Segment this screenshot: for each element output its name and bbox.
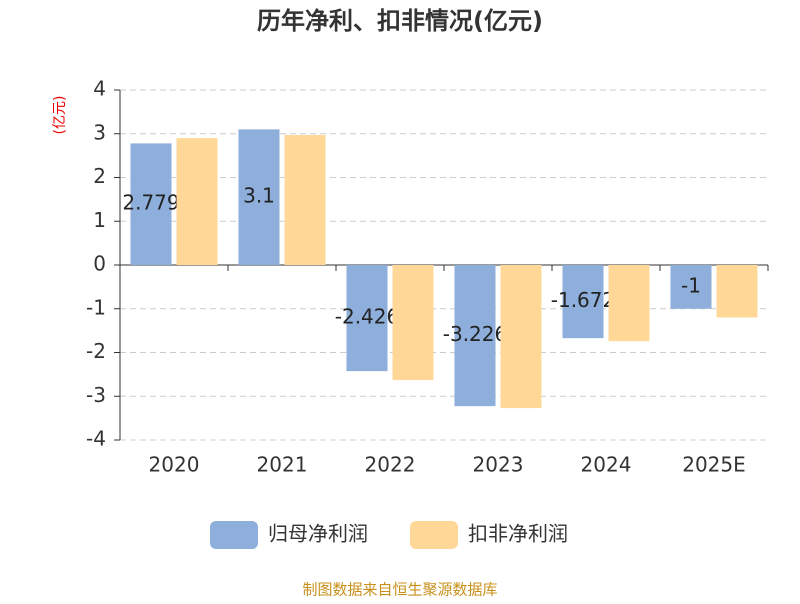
- y-tick-label: 3: [93, 120, 106, 144]
- bar: [500, 265, 542, 409]
- bar: [454, 265, 496, 407]
- bar: [392, 265, 434, 381]
- y-tick-label: -4: [86, 427, 106, 451]
- legend-swatch: [210, 521, 258, 549]
- legend-label: 归母净利润: [268, 522, 368, 546]
- y-tick-label: 4: [93, 77, 106, 101]
- y-tick-label: 1: [93, 208, 106, 232]
- bar: [130, 143, 172, 265]
- data-label: -1.672: [551, 288, 615, 312]
- data-label: 2.779: [122, 191, 179, 215]
- chart-title: 历年净利、扣非情况(亿元): [257, 7, 543, 35]
- bar: [716, 265, 758, 318]
- data-label: -1: [681, 273, 701, 297]
- bar: [176, 138, 218, 265]
- x-tick-label: 2024: [581, 453, 632, 477]
- y-tick-label: 2: [93, 164, 106, 188]
- y-tick-label: -1: [86, 295, 106, 319]
- source-note: 制图数据来自恒生聚源数据库: [302, 581, 497, 599]
- x-tick-label: 2023: [473, 453, 524, 477]
- bar: [346, 265, 388, 372]
- y-tick-label: -2: [86, 339, 106, 363]
- x-tick-label: 2020: [149, 453, 200, 477]
- y-tick-label: 0: [93, 252, 106, 276]
- x-tick-label: 2025E: [682, 453, 746, 477]
- legend-label: 扣非净利润: [468, 522, 568, 546]
- data-label: -2.426: [335, 305, 399, 329]
- y-tick-label: -3: [86, 383, 106, 407]
- bar: [562, 265, 604, 339]
- data-label: -3.226: [443, 322, 507, 346]
- bar: [284, 135, 326, 265]
- bar: [238, 129, 280, 265]
- data-label: 3.1: [243, 184, 275, 208]
- bar: [670, 265, 712, 309]
- legend-swatch: [410, 521, 458, 549]
- y-axis-label: (亿元): [52, 96, 68, 135]
- x-tick-label: 2021: [257, 453, 308, 477]
- x-tick-label: 2022: [365, 453, 416, 477]
- bar: [608, 265, 650, 342]
